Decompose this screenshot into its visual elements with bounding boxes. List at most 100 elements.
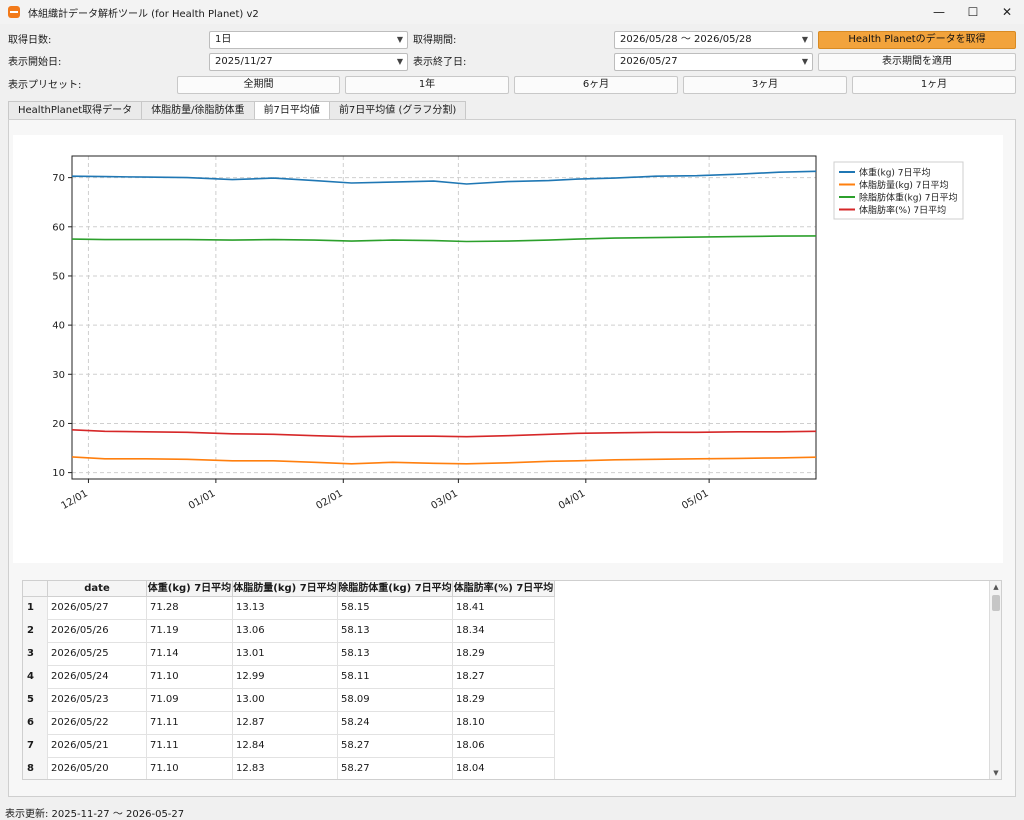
- cell-fat-mass[interactable]: 13.13: [233, 597, 338, 620]
- row-index[interactable]: 8: [23, 758, 48, 779]
- end-date-label: 表示終了日:: [413, 57, 467, 68]
- cell-fat-percent[interactable]: 18.34: [453, 620, 555, 643]
- row-index[interactable]: 2: [23, 620, 48, 643]
- cell-fat-percent[interactable]: 18.27: [453, 666, 555, 689]
- x-tick-label: 02/01: [314, 488, 344, 512]
- period-select[interactable]: 2026/05/28 〜 2026/05/28 ▼: [614, 31, 813, 49]
- table-row[interactable]: 6 2026/05/22 71.11 12.87 58.24 18.10: [23, 712, 555, 735]
- column-header-fat-mass[interactable]: 体脂肪量(kg) 7日平均: [233, 581, 338, 597]
- cell-lean-mass[interactable]: 58.11: [338, 666, 453, 689]
- scroll-up-icon[interactable]: ▲: [993, 583, 999, 591]
- cell-date[interactable]: 2026/05/20: [48, 758, 147, 779]
- cell-fat-mass[interactable]: 12.99: [233, 666, 338, 689]
- chevron-down-icon: ▼: [396, 35, 403, 44]
- cell-lean-mass[interactable]: 58.15: [338, 597, 453, 620]
- start-date-select[interactable]: 2025/11/27 ▼: [209, 53, 408, 71]
- days-label: 取得日数:: [8, 35, 52, 46]
- table-row[interactable]: 1 2026/05/27 71.28 13.13 58.15 18.41: [23, 597, 555, 620]
- fetch-data-button[interactable]: Health Planetのデータを取得: [818, 31, 1016, 49]
- legend-box: [833, 161, 964, 220]
- tab-7day-average-split[interactable]: 前7日平均値 (グラフ分割): [328, 101, 467, 120]
- cell-fat-mass[interactable]: 12.83: [233, 758, 338, 779]
- apply-period-button[interactable]: 表示期間を適用: [818, 53, 1016, 71]
- column-header-lean-mass[interactable]: 除脂肪体重(kg) 7日平均: [338, 581, 453, 597]
- preset-3months-button[interactable]: 3ヶ月: [683, 76, 847, 94]
- row-index[interactable]: 1: [23, 597, 48, 620]
- cell-date[interactable]: 2026/05/26: [48, 620, 147, 643]
- status-bar: 表示更新: 2025-11-27 〜 2026-05-27: [5, 809, 185, 820]
- cell-weight[interactable]: 71.09: [147, 689, 233, 712]
- y-tick-label: 40: [52, 321, 65, 332]
- series-line: [71, 170, 817, 185]
- row-index[interactable]: 5: [23, 689, 48, 712]
- table-row[interactable]: 7 2026/05/21 71.11 12.84 58.27 18.06: [23, 735, 555, 758]
- chevron-down-icon: ▼: [801, 35, 808, 44]
- scroll-down-icon[interactable]: ▼: [993, 769, 999, 777]
- cell-date[interactable]: 2026/05/25: [48, 643, 147, 666]
- tab-fat-mass[interactable]: 体脂肪量/徐脂肪体重: [141, 101, 255, 120]
- cell-lean-mass[interactable]: 58.09: [338, 689, 453, 712]
- days-select[interactable]: 1日 ▼: [209, 31, 408, 49]
- cell-lean-mass[interactable]: 58.24: [338, 712, 453, 735]
- maximize-button[interactable]: ☐: [967, 5, 979, 19]
- column-header-weight[interactable]: 体重(kg) 7日平均: [147, 581, 233, 597]
- cell-date[interactable]: 2026/05/21: [48, 735, 147, 758]
- cell-fat-mass[interactable]: 13.06: [233, 620, 338, 643]
- cell-lean-mass[interactable]: 58.13: [338, 620, 453, 643]
- end-date-select[interactable]: 2026/05/27 ▼: [614, 53, 813, 71]
- cell-date[interactable]: 2026/05/27: [48, 597, 147, 620]
- preset-all-button[interactable]: 全期間: [177, 76, 340, 94]
- preset-1month-button[interactable]: 1ヶ月: [852, 76, 1016, 94]
- plot-frame: [71, 155, 817, 480]
- row-index[interactable]: 7: [23, 735, 48, 758]
- table-row[interactable]: 5 2026/05/23 71.09 13.00 58.09 18.29: [23, 689, 555, 712]
- tab-healthplanet-data[interactable]: HealthPlanet取得データ: [8, 101, 143, 120]
- cell-lean-mass[interactable]: 58.13: [338, 643, 453, 666]
- data-table: date 体重(kg) 7日平均 体脂肪量(kg) 7日平均 除脂肪体重(kg)…: [22, 580, 1002, 780]
- cell-fat-percent[interactable]: 18.06: [453, 735, 555, 758]
- tab-bar: HealthPlanet取得データ 体脂肪量/徐脂肪体重 前7日平均値 前7日平…: [8, 101, 467, 121]
- cell-fat-percent[interactable]: 18.04: [453, 758, 555, 779]
- chevron-down-icon: ▼: [801, 57, 808, 66]
- cell-fat-percent[interactable]: 18.29: [453, 643, 555, 666]
- table-scrollbar[interactable]: ▲ ▼: [989, 581, 1001, 779]
- cell-weight[interactable]: 71.10: [147, 758, 233, 779]
- cell-fat-percent[interactable]: 18.10: [453, 712, 555, 735]
- table-row[interactable]: 8 2026/05/20 71.10 12.83 58.27 18.04: [23, 758, 555, 779]
- tab-7day-average[interactable]: 前7日平均値: [253, 101, 330, 121]
- minimize-button[interactable]: —: [933, 5, 945, 19]
- table-row[interactable]: 2 2026/05/26 71.19 13.06 58.13 18.34: [23, 620, 555, 643]
- cell-lean-mass[interactable]: 58.27: [338, 735, 453, 758]
- preset-6months-button[interactable]: 6ヶ月: [514, 76, 678, 94]
- window-title: 体組織計データ解析ツール (for Health Planet) v2: [28, 8, 259, 20]
- cell-weight[interactable]: 71.11: [147, 735, 233, 758]
- close-button[interactable]: ✕: [1001, 5, 1013, 19]
- start-date-label: 表示開始日:: [8, 57, 62, 68]
- row-index[interactable]: 3: [23, 643, 48, 666]
- cell-weight[interactable]: 71.10: [147, 666, 233, 689]
- cell-weight[interactable]: 71.14: [147, 643, 233, 666]
- cell-date[interactable]: 2026/05/24: [48, 666, 147, 689]
- column-header-fat-percent[interactable]: 体脂肪率(%) 7日平均: [453, 581, 555, 597]
- cell-lean-mass[interactable]: 58.27: [338, 758, 453, 779]
- row-index[interactable]: 4: [23, 666, 48, 689]
- cell-weight[interactable]: 71.19: [147, 620, 233, 643]
- cell-weight[interactable]: 71.28: [147, 597, 233, 620]
- row-index[interactable]: 6: [23, 712, 48, 735]
- cell-fat-percent[interactable]: 18.41: [453, 597, 555, 620]
- cell-weight[interactable]: 71.11: [147, 712, 233, 735]
- scrollbar-thumb[interactable]: [992, 595, 1000, 611]
- table-row[interactable]: 3 2026/05/25 71.14 13.01 58.13 18.29: [23, 643, 555, 666]
- table-row[interactable]: 4 2026/05/24 71.10 12.99 58.11 18.27: [23, 666, 555, 689]
- cell-fat-mass[interactable]: 13.00: [233, 689, 338, 712]
- legend-label: 除脂肪体重(kg) 7日平均: [859, 192, 958, 204]
- corner-header: [23, 581, 48, 597]
- preset-1year-button[interactable]: 1年: [345, 76, 509, 94]
- cell-fat-percent[interactable]: 18.29: [453, 689, 555, 712]
- column-header-date[interactable]: date: [48, 581, 147, 597]
- cell-fat-mass[interactable]: 12.84: [233, 735, 338, 758]
- cell-fat-mass[interactable]: 13.01: [233, 643, 338, 666]
- cell-date[interactable]: 2026/05/23: [48, 689, 147, 712]
- cell-date[interactable]: 2026/05/22: [48, 712, 147, 735]
- cell-fat-mass[interactable]: 12.87: [233, 712, 338, 735]
